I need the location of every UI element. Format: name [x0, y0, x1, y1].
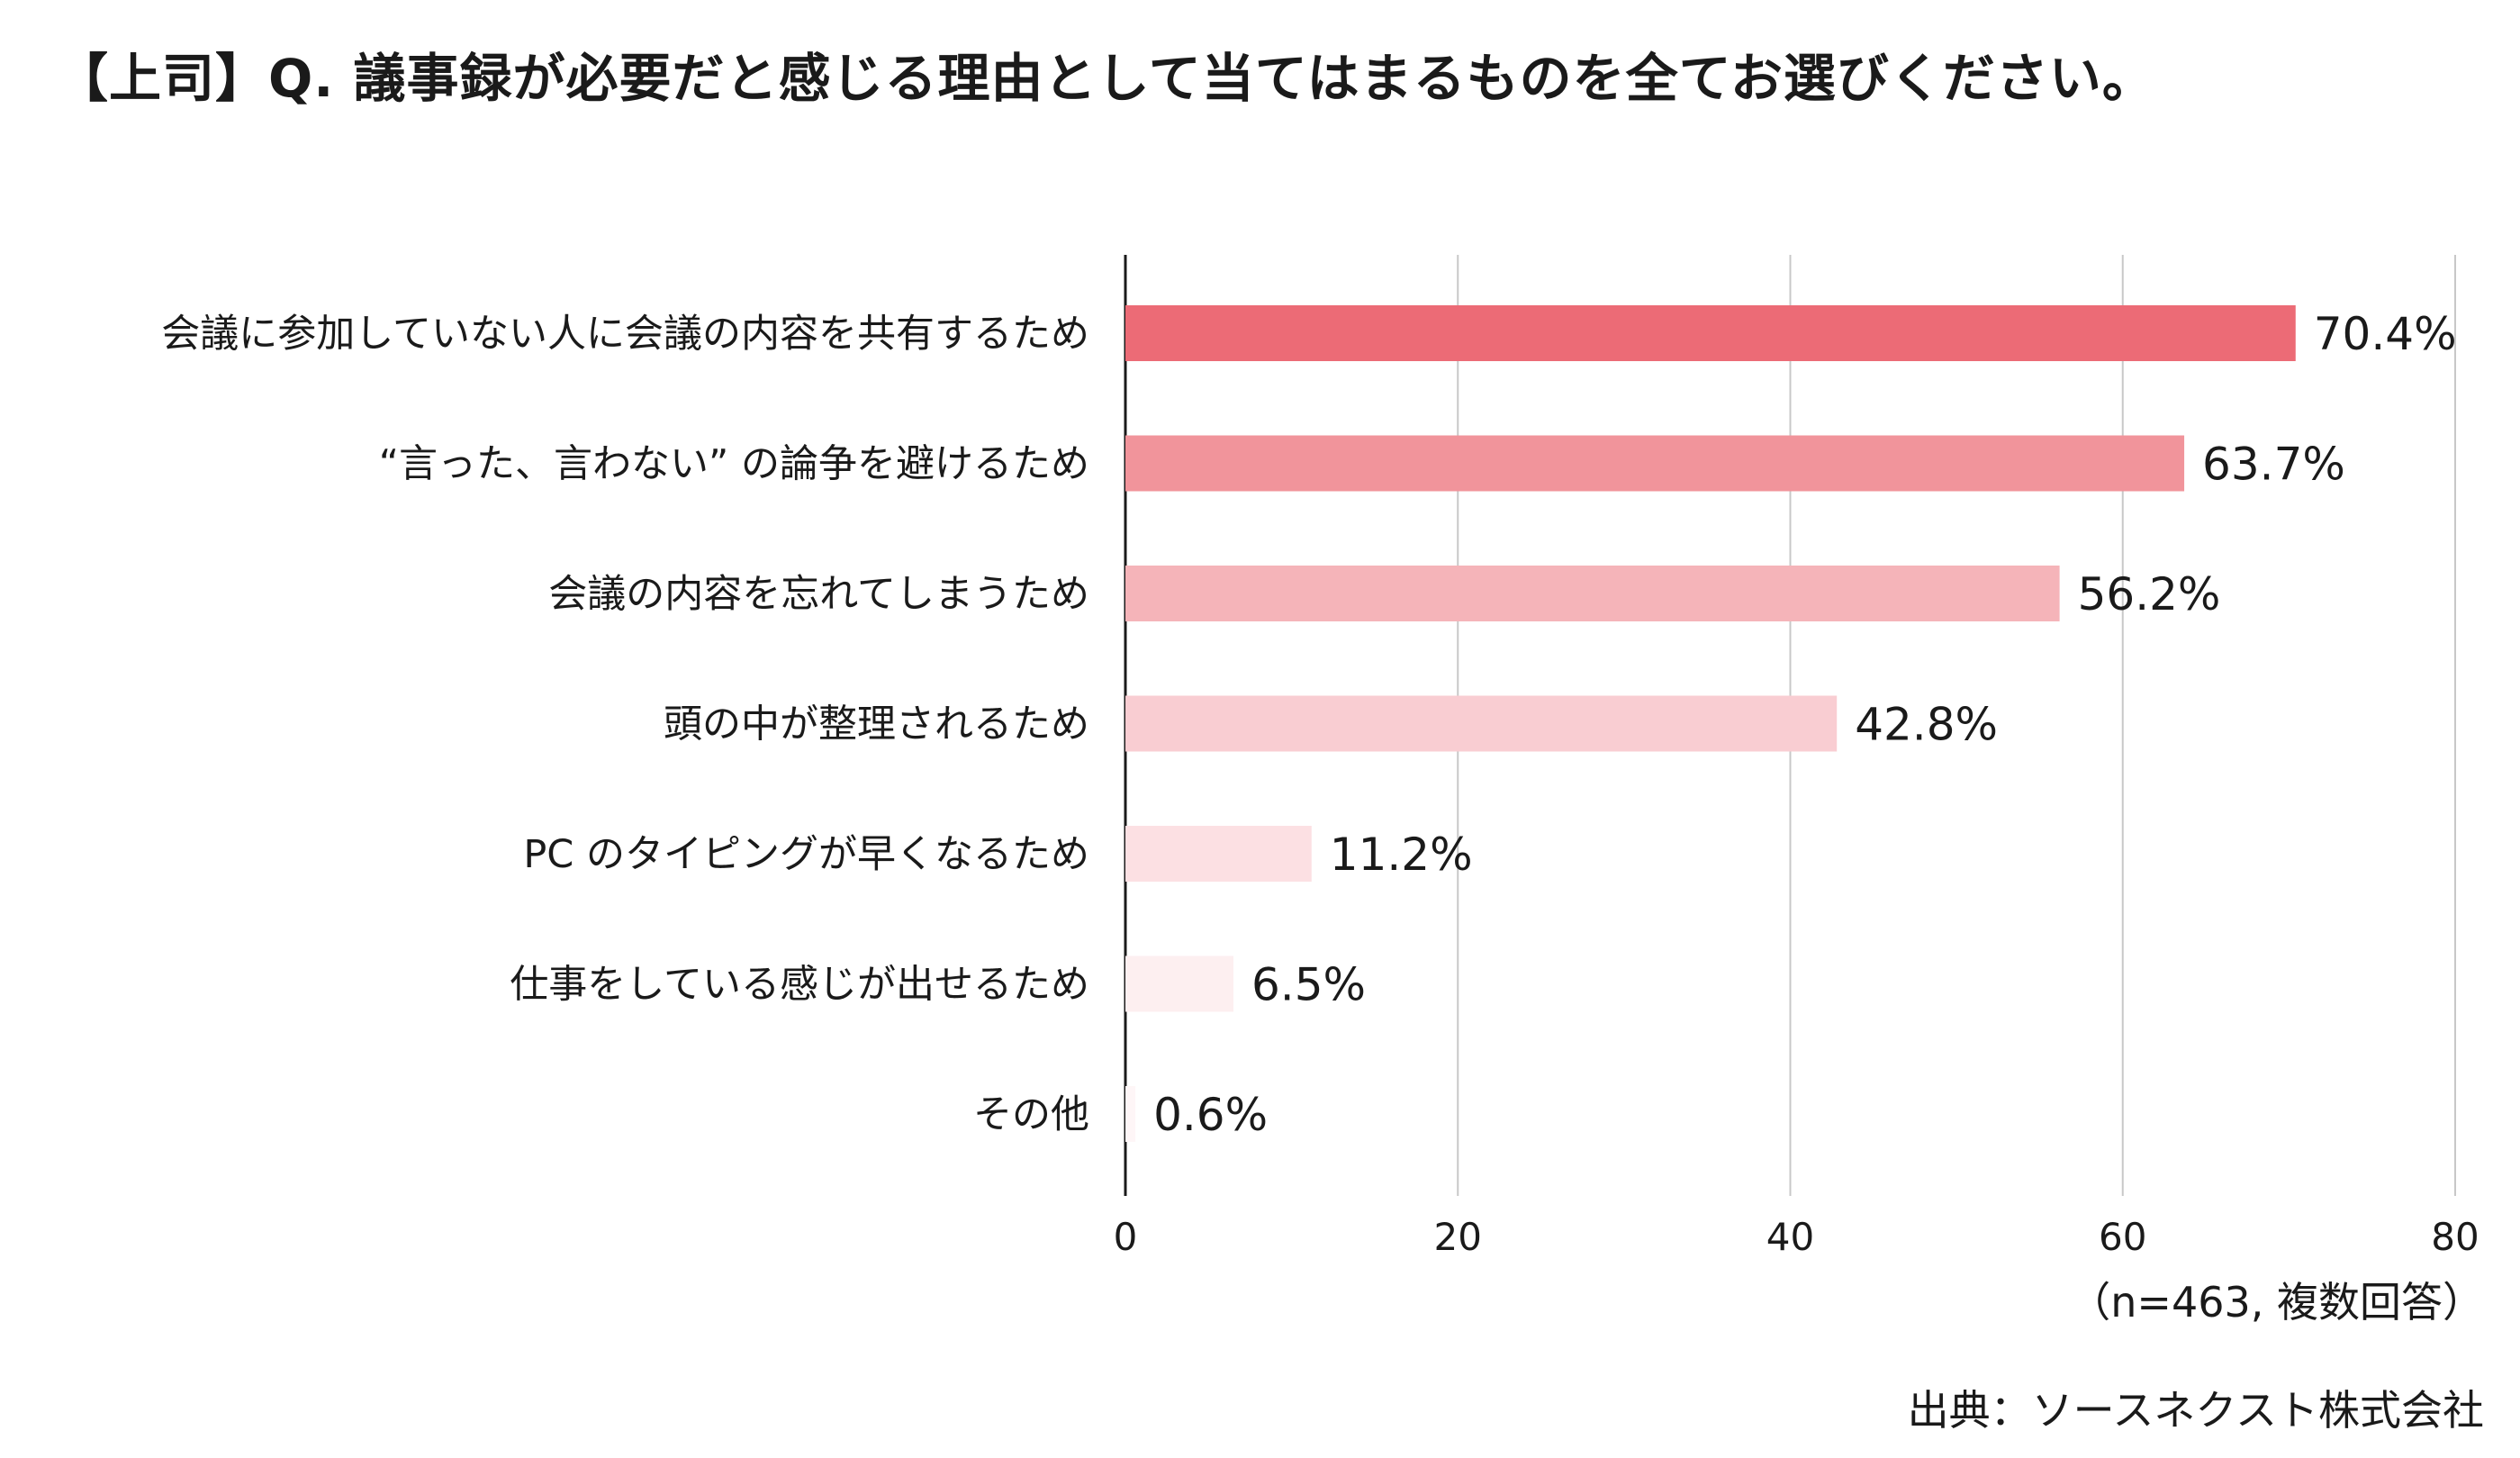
bar	[1125, 305, 2296, 361]
value-label: 0.6%	[1153, 1089, 1268, 1141]
x-tick-label: 0	[1114, 1215, 1138, 1259]
category-label: 仕事をしている感じが出せるため	[510, 963, 1089, 1008]
value-label: 11.2%	[1330, 829, 1473, 881]
bar	[1125, 826, 1312, 882]
x-tick-label: 40	[1766, 1215, 1814, 1259]
sample-size-note: （n=463, 複数回答）	[2069, 1278, 2484, 1327]
category-label: その他	[973, 1092, 1089, 1137]
value-label: 6.5%	[1251, 959, 1366, 1011]
bar	[1125, 695, 1838, 752]
bar	[1125, 1086, 1136, 1142]
category-label: PC のタイピングが早くなるため	[523, 832, 1089, 877]
value-label: 63.7%	[2202, 439, 2345, 491]
bar	[1125, 566, 2060, 621]
category-label: 会議の内容を忘れてしまうため	[548, 572, 1089, 617]
value-label: 56.2%	[2078, 568, 2221, 620]
category-label: 会議に参加していない人に会議の内容を共有するため	[161, 312, 1089, 357]
chart-title: 【上司】Q. 議事録が必要だと感じる理由として当てはまるものを全てお選びください…	[56, 48, 2155, 109]
x-tick-label: 60	[2099, 1215, 2146, 1259]
x-axis-ticks: 0 20 40 60 80	[1114, 1215, 2479, 1259]
bar	[1125, 955, 1234, 1012]
value-label: 42.8%	[1855, 699, 1998, 751]
category-label: 頭の中が整理されるため	[664, 702, 1089, 747]
value-label: 70.4%	[2314, 308, 2457, 360]
source-note: 出典：ソースネクスト株式会社	[1907, 1386, 2484, 1435]
category-label: “言った、言わない” の論争を避けるため	[379, 442, 1089, 487]
bar	[1125, 435, 2185, 492]
x-tick-label: 20	[1434, 1215, 1482, 1259]
bars	[1125, 305, 2296, 1142]
labels: 会議に参加していない人に会議の内容を共有するため 70.4% “言った、言わない” …	[161, 308, 2456, 1141]
x-tick-label: 80	[2431, 1215, 2479, 1259]
